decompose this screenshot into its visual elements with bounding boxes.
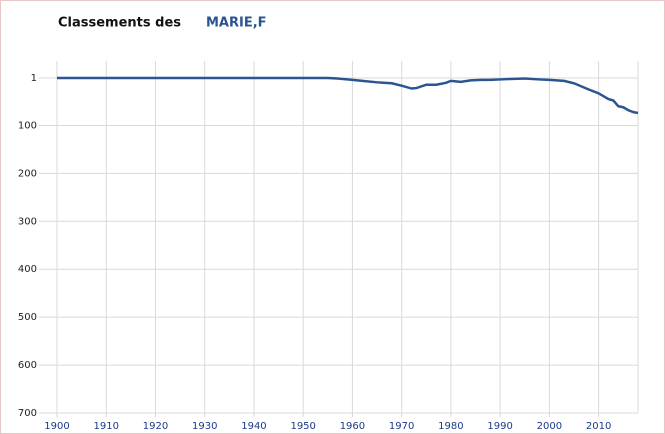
y-tick-label: 100 bbox=[18, 120, 37, 131]
y-tick-label: 700 bbox=[18, 408, 37, 419]
y-tick-label: 600 bbox=[18, 360, 37, 371]
y-tick-label: 1 bbox=[31, 73, 37, 84]
x-tick-label: 1990 bbox=[487, 421, 512, 432]
y-tick-label: 500 bbox=[18, 312, 37, 323]
x-tick-label: 1970 bbox=[389, 421, 414, 432]
x-tick-label: 1950 bbox=[290, 421, 315, 432]
name-label: MARIE,F bbox=[206, 16, 267, 31]
x-tick-label: 1940 bbox=[241, 421, 266, 432]
x-tick-label: 1960 bbox=[340, 421, 365, 432]
x-tick-label: 2010 bbox=[586, 421, 611, 432]
y-tick-label: 300 bbox=[18, 216, 37, 227]
x-tick-label: 2000 bbox=[537, 421, 562, 432]
data-line bbox=[57, 76, 639, 115]
y-tick-label: 400 bbox=[18, 264, 37, 275]
x-tick-label: 1910 bbox=[94, 421, 119, 432]
x-tick-label: 1920 bbox=[143, 421, 168, 432]
x-tick-label: 1900 bbox=[44, 421, 69, 432]
x-tick-label: 1930 bbox=[192, 421, 217, 432]
x-tick-label: 1980 bbox=[438, 421, 463, 432]
y-tick-label: 200 bbox=[18, 168, 37, 179]
chart-title: Classements des bbox=[58, 16, 181, 31]
